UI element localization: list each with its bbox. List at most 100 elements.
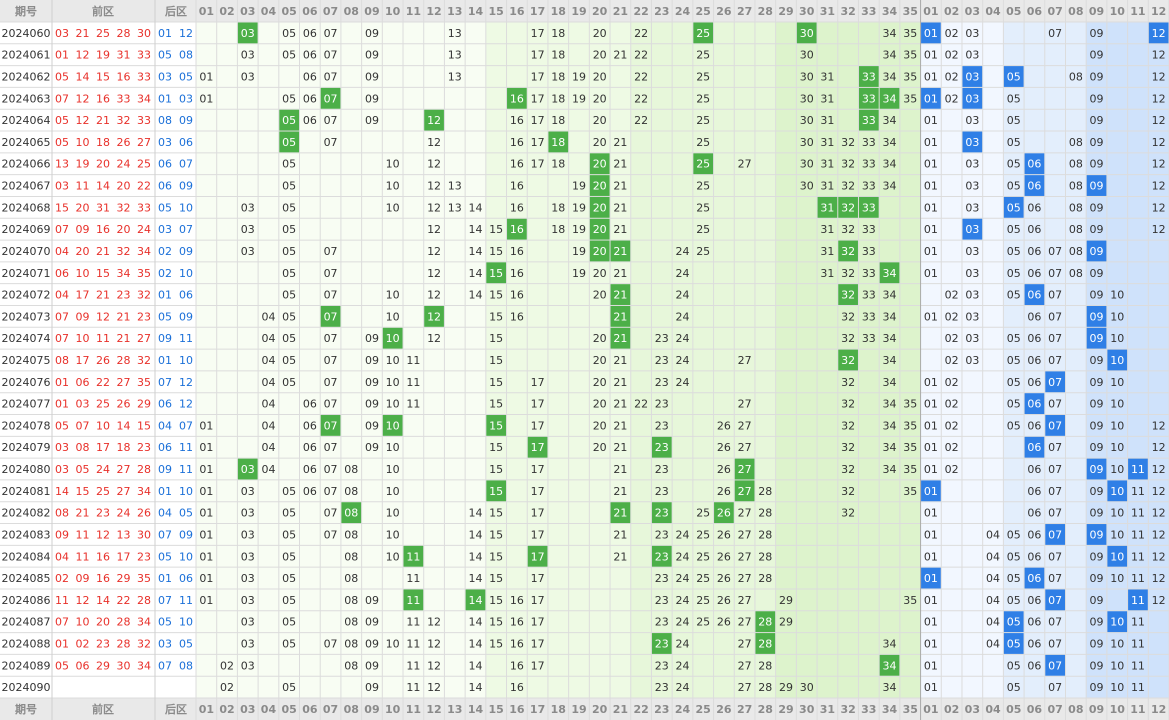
back-number: 05	[158, 201, 172, 214]
trend-number: 14	[468, 267, 482, 280]
trend-number: 16	[510, 180, 524, 193]
trend-number: 01	[199, 441, 213, 454]
hit-cell	[921, 22, 941, 44]
trend-number: 05	[282, 289, 296, 302]
front-number: 17	[96, 441, 110, 454]
trend-number: 15	[489, 528, 503, 541]
trend-number: 07	[1048, 441, 1062, 454]
hit-number: 01	[924, 572, 938, 585]
hit-number: 14	[468, 594, 482, 607]
trend-number: 10	[386, 441, 400, 454]
trend-number: 17	[531, 594, 545, 607]
footer-label: 15	[489, 703, 504, 716]
trend-number: 09	[1090, 659, 1104, 672]
hit-number: 09	[1090, 180, 1104, 193]
trend-number: 08	[344, 463, 358, 476]
col-bg	[465, 0, 487, 720]
front-number: 20	[117, 223, 131, 236]
trend-number: 25	[696, 114, 710, 127]
back-number: 11	[179, 594, 193, 607]
header-label: 04	[985, 5, 1001, 18]
hit-cell	[382, 327, 403, 349]
hit-cell	[962, 218, 983, 240]
hit-cell	[651, 436, 672, 458]
trend-number: 34	[883, 637, 897, 650]
trend-number: 23	[655, 419, 669, 432]
front-number: 34	[137, 245, 151, 258]
hit-cell	[237, 22, 258, 44]
trend-number: 34	[883, 136, 897, 149]
hit-number: 23	[655, 550, 669, 563]
trend-number: 21	[613, 180, 627, 193]
hit-number: 32	[841, 354, 855, 367]
footer-label: 35	[903, 703, 918, 716]
trend-number: 12	[1152, 180, 1166, 193]
trend-number: 25	[696, 223, 710, 236]
hit-number: 05	[1007, 201, 1021, 214]
trend-number: 05	[282, 27, 296, 40]
trend-number: 03	[241, 572, 255, 585]
trend-number: 32	[841, 267, 855, 280]
front-number: 33	[137, 114, 151, 127]
trend-number: 32	[841, 441, 855, 454]
back-number: 01	[158, 572, 172, 585]
back-number: 05	[158, 616, 172, 629]
trend-number: 23	[655, 354, 669, 367]
trend-number: 21	[613, 223, 627, 236]
trend-number: 05	[1007, 354, 1021, 367]
front-number: 15	[55, 201, 69, 214]
front-number: 01	[55, 398, 69, 411]
hit-cell	[279, 109, 300, 131]
trend-number: 10	[386, 398, 400, 411]
trend-number: 07	[324, 49, 338, 62]
trend-number: 09	[1090, 223, 1104, 236]
hit-cell	[403, 589, 424, 611]
back-number: 10	[179, 485, 193, 498]
front-number: 30	[137, 528, 151, 541]
trend-number: 09	[365, 49, 379, 62]
hit-number: 33	[862, 71, 876, 84]
front-number: 21	[96, 245, 110, 258]
trend-number: 08	[1069, 136, 1083, 149]
trend-number: 05	[1007, 92, 1021, 105]
issue: 2024085	[2, 572, 51, 585]
issue: 2024067	[2, 180, 51, 193]
header-label: 22	[633, 5, 648, 18]
trend-number: 15	[489, 594, 503, 607]
front-number: 03	[55, 27, 69, 40]
trend-number: 04	[261, 398, 275, 411]
trend-number: 08	[344, 594, 358, 607]
trend-number: 19	[572, 180, 586, 193]
back-number: 05	[158, 550, 172, 563]
front-number: 15	[137, 419, 151, 432]
trend-number: 25	[696, 507, 710, 520]
trend-number: 12	[1152, 528, 1166, 541]
hit-cell	[838, 349, 858, 371]
back-number: 09	[179, 114, 193, 127]
issue: 2024087	[2, 616, 51, 629]
front-number: 16	[96, 550, 110, 563]
trend-number: 07	[324, 398, 338, 411]
col-bg	[692, 0, 715, 720]
hit-cell	[589, 153, 610, 175]
trend-number: 05	[1007, 398, 1021, 411]
front-number: 27	[137, 136, 151, 149]
trend-number: 08	[1069, 223, 1083, 236]
trend-number: 34	[883, 27, 897, 40]
trend-number: 14	[468, 637, 482, 650]
hit-cell	[1024, 393, 1045, 415]
trend-number: 21	[613, 354, 627, 367]
front-number: 14	[96, 180, 110, 193]
back-number: 06	[158, 180, 172, 193]
trend-number: 20	[593, 136, 607, 149]
trend-number: 21	[613, 441, 627, 454]
trend-number: 05	[282, 594, 296, 607]
front-number: 14	[55, 485, 69, 498]
trend-number: 14	[468, 223, 482, 236]
trend-number: 08	[344, 659, 358, 672]
hit-cell	[921, 567, 941, 589]
trend-number: 24	[676, 616, 690, 629]
back-number: 09	[179, 528, 193, 541]
trend-number: 03	[241, 507, 255, 520]
trend-number: 01	[924, 310, 938, 323]
